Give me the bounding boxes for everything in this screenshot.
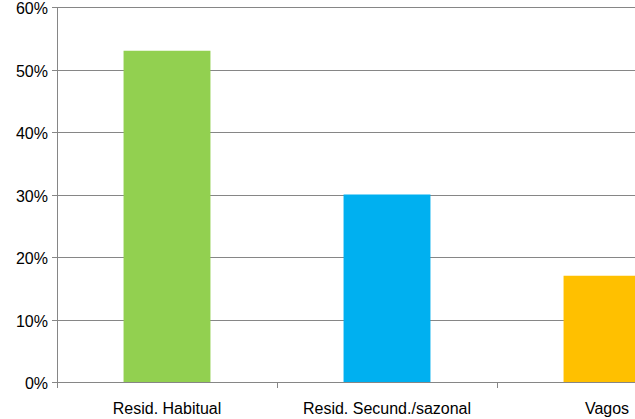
x-tick-label: Vagos (585, 400, 629, 417)
grid-line (57, 382, 635, 383)
y-tick (52, 382, 57, 383)
y-tick (52, 7, 57, 8)
y-tick-label: 20% (16, 250, 48, 267)
grid-line (57, 7, 635, 8)
x-tick (497, 382, 498, 388)
y-tick (52, 320, 57, 321)
y-tick (52, 132, 57, 133)
y-tick-label: 50% (16, 63, 48, 80)
y-tick (52, 195, 57, 196)
y-tick-label: 0% (25, 375, 48, 392)
x-tick (57, 382, 58, 388)
bar (344, 195, 431, 383)
y-tick (52, 70, 57, 71)
x-tick (277, 382, 278, 388)
y-tick-label: 30% (16, 188, 48, 205)
bars (124, 51, 635, 382)
y-tick (52, 257, 57, 258)
x-tick-label: Resid. Habitual (113, 400, 222, 417)
bar (124, 51, 211, 382)
y-axis (57, 7, 58, 383)
y-tick-label: 40% (16, 125, 48, 142)
bar (564, 276, 635, 382)
y-tick-label: 60% (16, 0, 48, 17)
x-axis (57, 382, 635, 383)
chart-container: 0% 10% 20% 30% 40% 50% 60% Resid. Habitual Resid… (0, 0, 635, 419)
x-tick-label: Resid. Secund./sazonal (303, 400, 471, 417)
chart: 0% 10% 20% 30% 40% 50% 60% Resid. Habitual Resid… (0, 0, 635, 419)
y-tick-label: 10% (16, 313, 48, 330)
